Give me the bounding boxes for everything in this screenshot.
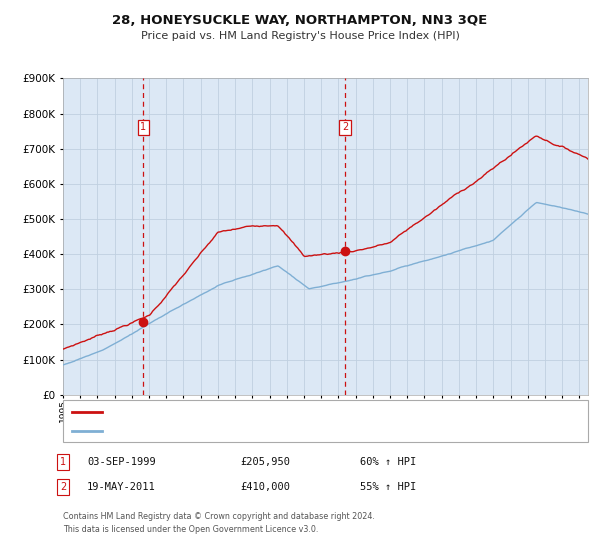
Text: 2: 2 — [342, 123, 348, 133]
Text: 19-MAY-2011: 19-MAY-2011 — [87, 482, 156, 492]
Text: 60% ↑ HPI: 60% ↑ HPI — [360, 457, 416, 467]
Text: Price paid vs. HM Land Registry's House Price Index (HPI): Price paid vs. HM Land Registry's House … — [140, 31, 460, 41]
Text: 55% ↑ HPI: 55% ↑ HPI — [360, 482, 416, 492]
Text: 1: 1 — [60, 457, 66, 467]
Text: This data is licensed under the Open Government Licence v3.0.: This data is licensed under the Open Gov… — [63, 525, 319, 534]
Text: Contains HM Land Registry data © Crown copyright and database right 2024.: Contains HM Land Registry data © Crown c… — [63, 512, 375, 521]
Text: £205,950: £205,950 — [240, 457, 290, 467]
Text: 28, HONEYSUCKLE WAY, NORTHAMPTON, NN3 3QE (detached house): 28, HONEYSUCKLE WAY, NORTHAMPTON, NN3 3Q… — [108, 408, 434, 417]
Text: 28, HONEYSUCKLE WAY, NORTHAMPTON, NN3 3QE: 28, HONEYSUCKLE WAY, NORTHAMPTON, NN3 3Q… — [112, 14, 488, 27]
Text: 1: 1 — [140, 123, 146, 133]
Text: HPI: Average price, detached house, West Northamptonshire: HPI: Average price, detached house, West… — [108, 426, 397, 435]
Text: 2: 2 — [60, 482, 66, 492]
Text: 03-SEP-1999: 03-SEP-1999 — [87, 457, 156, 467]
Text: £410,000: £410,000 — [240, 482, 290, 492]
